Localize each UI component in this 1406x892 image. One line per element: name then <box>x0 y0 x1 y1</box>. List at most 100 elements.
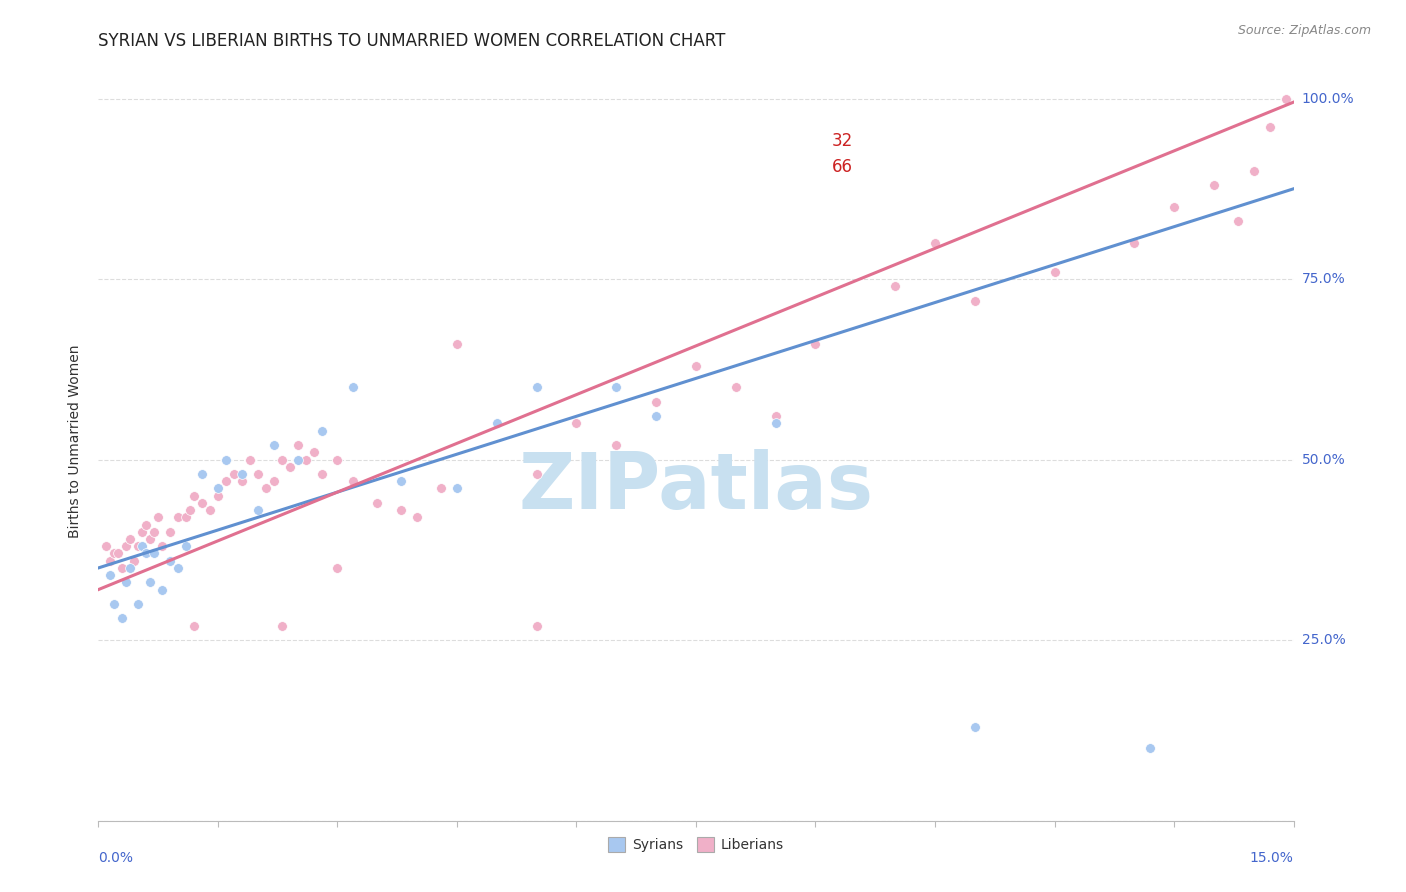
Point <box>1139 741 1161 756</box>
Point <box>103 597 125 611</box>
Point <box>406 510 429 524</box>
Text: 50.0%: 50.0% <box>1302 452 1346 467</box>
Point <box>159 524 181 539</box>
Point <box>765 417 787 431</box>
Point <box>724 380 747 394</box>
Point <box>270 452 292 467</box>
Point <box>924 235 946 250</box>
Point <box>159 554 181 568</box>
Point <box>135 546 157 560</box>
Point <box>685 359 707 373</box>
Point <box>127 539 149 553</box>
Text: 75.0%: 75.0% <box>1302 272 1346 286</box>
Point <box>191 496 214 510</box>
Point <box>207 489 229 503</box>
Point <box>215 475 238 489</box>
Point <box>1043 265 1066 279</box>
Point <box>287 452 309 467</box>
Point <box>342 475 364 489</box>
Point <box>605 380 627 394</box>
Point <box>270 618 292 632</box>
Point <box>135 517 157 532</box>
Point <box>645 409 668 424</box>
Point <box>263 475 285 489</box>
Text: 32: 32 <box>832 132 853 150</box>
Point <box>326 561 349 575</box>
Point <box>526 467 548 481</box>
Point <box>103 546 125 560</box>
Point <box>311 424 333 438</box>
Point <box>111 561 134 575</box>
Point <box>1163 200 1185 214</box>
Point <box>254 482 277 496</box>
Point <box>198 503 221 517</box>
Y-axis label: Births to Unmarried Women: Births to Unmarried Women <box>69 345 83 538</box>
Point <box>231 475 253 489</box>
Point <box>111 611 134 625</box>
Point <box>174 510 197 524</box>
Point <box>1123 235 1146 250</box>
Point <box>107 546 129 560</box>
Point <box>389 475 412 489</box>
Point <box>526 618 548 632</box>
Point <box>311 467 333 481</box>
Point <box>884 279 907 293</box>
Point <box>179 503 201 517</box>
Point <box>287 438 309 452</box>
Point <box>446 482 468 496</box>
Point <box>148 510 170 524</box>
Point <box>645 394 668 409</box>
Text: SYRIAN VS LIBERIAN BIRTHS TO UNMARRIED WOMEN CORRELATION CHART: SYRIAN VS LIBERIAN BIRTHS TO UNMARRIED W… <box>98 32 725 50</box>
Point <box>605 438 627 452</box>
Point <box>183 489 205 503</box>
Text: 66: 66 <box>831 158 852 176</box>
Point <box>115 575 138 590</box>
Point <box>207 482 229 496</box>
Point <box>191 467 214 481</box>
Point <box>963 293 986 308</box>
Point <box>231 467 253 481</box>
Point <box>150 539 173 553</box>
Point <box>963 720 986 734</box>
Text: 15.0%: 15.0% <box>1250 851 1294 865</box>
Point <box>1202 178 1225 193</box>
Point <box>246 467 269 481</box>
Point <box>366 496 388 510</box>
Text: 100.0%: 100.0% <box>1302 92 1354 105</box>
Point <box>139 532 162 546</box>
Point <box>115 539 138 553</box>
Point <box>98 568 122 582</box>
Point <box>294 452 316 467</box>
Point <box>222 467 245 481</box>
Text: ZIPatlas: ZIPatlas <box>519 449 873 525</box>
Point <box>1226 214 1249 228</box>
Point <box>98 554 122 568</box>
Point <box>124 554 146 568</box>
Point <box>127 597 149 611</box>
Point <box>215 452 238 467</box>
Point <box>150 582 173 597</box>
Point <box>183 618 205 632</box>
Point <box>765 409 787 424</box>
Point <box>326 452 349 467</box>
Point <box>804 337 827 351</box>
Point <box>430 482 453 496</box>
Legend: Syrians, Liberians: Syrians, Liberians <box>602 830 790 859</box>
Point <box>246 503 269 517</box>
Point <box>278 459 301 474</box>
Point <box>302 445 325 459</box>
Text: 0.0%: 0.0% <box>98 851 134 865</box>
Point <box>1243 163 1265 178</box>
Point <box>1258 120 1281 135</box>
Text: Source: ZipAtlas.com: Source: ZipAtlas.com <box>1237 24 1371 37</box>
Point <box>389 503 412 517</box>
Point <box>1274 91 1296 105</box>
Point <box>96 539 118 553</box>
Point <box>239 452 262 467</box>
Point <box>342 380 364 394</box>
Point <box>143 524 166 539</box>
Point <box>167 510 190 524</box>
Text: 25.0%: 25.0% <box>1302 633 1346 647</box>
Point <box>526 380 548 394</box>
Point <box>120 532 142 546</box>
